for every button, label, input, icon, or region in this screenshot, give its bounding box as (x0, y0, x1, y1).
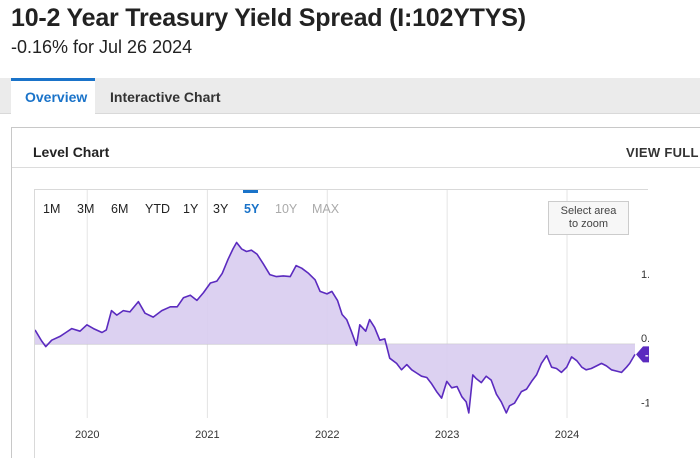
x-tick-label: 2022 (315, 429, 339, 441)
y-tick-label: 0.00% (641, 333, 649, 345)
tab-interactive-chart[interactable]: Interactive Chart (110, 89, 221, 105)
range-ytd-button[interactable]: YTD (145, 202, 170, 216)
chart-area[interactable]: 2020 2021 2022 2023 2024 1.00% 0.00% -1.00% -0.1… (34, 189, 649, 458)
tab-bar: Overview Interactive Chart (0, 78, 700, 114)
view-full-chart-link[interactable]: VIEW FULL C (626, 145, 700, 160)
tab-overview[interactable]: Overview (11, 78, 95, 114)
level-chart-panel: Level Chart VIEW FULL C 2020 2021 2022 2023… (11, 127, 700, 458)
last-value-label: -0.16% (645, 349, 649, 361)
range-1y-button[interactable]: 1Y (183, 202, 199, 216)
page-title: 10-2 Year Treasury Yield Spread (I:102YT… (11, 4, 526, 32)
range-max-button: MAX (312, 202, 340, 216)
x-tick-label: 2024 (555, 429, 579, 441)
panel-title: Level Chart (33, 144, 110, 160)
x-tick-label: 2020 (75, 429, 99, 441)
range-6m-button[interactable]: 6M (111, 202, 129, 216)
range-3m-button[interactable]: 3M (77, 202, 95, 216)
page-subtitle: -0.16% for Jul 26 2024 (11, 37, 193, 57)
range-1m-button[interactable]: 1M (43, 202, 61, 216)
select-area-zoom-hint: Select area to zoom (548, 201, 629, 235)
x-tick-label: 2021 (195, 429, 219, 441)
x-tick-label: 2023 (435, 429, 459, 441)
series-area (35, 242, 635, 413)
range-10y-button: 10Y (275, 202, 298, 216)
panel-header: Level Chart VIEW FULL C (12, 128, 700, 168)
range-3y-button[interactable]: 3Y (213, 202, 229, 216)
last-value-flag (636, 346, 649, 363)
level-chart[interactable]: 2020 2021 2022 2023 2024 1.00% 0.00% -1.00% -0.1… (35, 190, 649, 458)
series-line (35, 241, 636, 414)
y-tick-label: -1.00% (641, 397, 649, 409)
y-tick-label: 1.00% (641, 269, 649, 281)
range-5y-button[interactable]: 5Y (242, 190, 260, 216)
